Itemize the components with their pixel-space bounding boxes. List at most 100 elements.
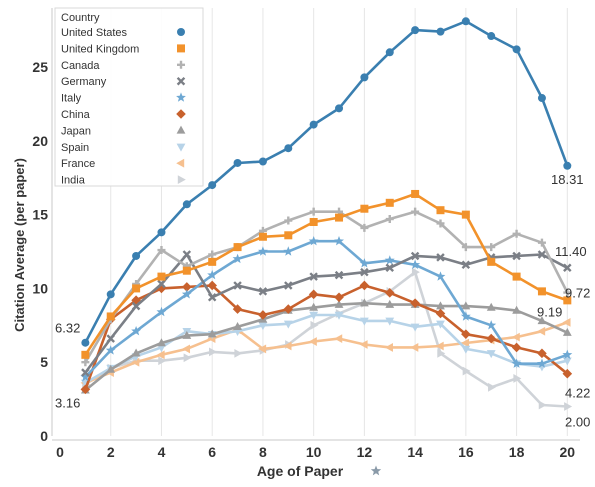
y-tick-label: 10 bbox=[32, 280, 48, 296]
series-line-spain bbox=[84, 313, 568, 385]
data-point-japan bbox=[461, 301, 471, 310]
data-label: 4.22 bbox=[565, 386, 590, 401]
data-point-spain bbox=[385, 317, 395, 326]
data-point-france bbox=[562, 317, 571, 327]
data-point-spain bbox=[461, 345, 471, 354]
data-point-united-kingdom bbox=[537, 287, 546, 296]
x-tick-label: 18 bbox=[509, 444, 525, 460]
x-tick-label: 8 bbox=[259, 444, 267, 460]
data-labels: 6.32 3.16 18.31 11.40 9.729.19 4.22 2.00 bbox=[55, 172, 590, 430]
data-point-china bbox=[207, 280, 217, 291]
data-point-japan bbox=[106, 364, 116, 373]
legend-item-united-states[interactable]: United States bbox=[61, 27, 185, 39]
data-point-italy bbox=[258, 246, 268, 256]
legend-label: Germany bbox=[61, 76, 107, 88]
axes: 0 2 4 6 8 10 12 14 16 18 20 0 5 10 15 20 25 Age of Paper C… bbox=[12, 8, 580, 479]
legend-marker bbox=[176, 109, 186, 119]
data-point-italy bbox=[181, 289, 192, 299]
data-point-united-states bbox=[335, 104, 344, 113]
series-italy bbox=[80, 236, 573, 382]
legend-item-spain[interactable]: Spain bbox=[61, 142, 186, 154]
data-point-united-kingdom bbox=[81, 350, 90, 359]
series-united-states bbox=[81, 17, 572, 347]
data-point-italy bbox=[460, 311, 471, 321]
data-point-japan bbox=[512, 305, 521, 314]
legend-item-france[interactable]: France bbox=[61, 158, 185, 170]
data-point-japan bbox=[182, 330, 192, 339]
data-point-india bbox=[234, 348, 243, 358]
legend-marker bbox=[177, 60, 185, 69]
data-point-united-states bbox=[436, 27, 445, 36]
data-point-united-states bbox=[461, 17, 470, 26]
legend-item-italy[interactable]: Italy bbox=[61, 92, 186, 105]
data-point-france bbox=[283, 341, 292, 351]
data-point-italy bbox=[410, 259, 421, 269]
data-point-germany bbox=[385, 263, 395, 273]
data-point-italy bbox=[105, 345, 116, 355]
data-point-spain bbox=[436, 320, 445, 329]
data-point-india bbox=[208, 347, 217, 357]
sort-icon[interactable] bbox=[370, 465, 382, 476]
data-point-germany bbox=[563, 263, 572, 273]
data-point-france bbox=[461, 338, 470, 348]
data-point-spain bbox=[562, 357, 572, 366]
data-point-india bbox=[462, 366, 471, 376]
data-point-united-states bbox=[132, 251, 141, 260]
series-united-kingdom bbox=[81, 189, 572, 359]
data-point-france bbox=[131, 357, 140, 367]
legend-item-china[interactable]: China bbox=[61, 109, 186, 121]
data-point-spain bbox=[157, 344, 166, 353]
data-point-india bbox=[183, 353, 192, 363]
data-point-united-kingdom bbox=[106, 312, 115, 321]
x-axis-title: Age of Paper bbox=[257, 463, 344, 479]
data-point-united-states bbox=[284, 144, 293, 153]
data-point-italy bbox=[207, 269, 218, 280]
legend[interactable]: Country United States United Kingdom Canada… bbox=[54, 7, 204, 187]
data-point-japan bbox=[385, 299, 395, 308]
data-point-japan bbox=[359, 298, 369, 307]
data-point-italy bbox=[156, 306, 167, 317]
legend-item-united-kingdom[interactable]: United Kingdom bbox=[61, 43, 185, 55]
data-point-germany bbox=[436, 253, 445, 262]
data-point-china bbox=[334, 292, 344, 303]
data-point-italy bbox=[486, 320, 497, 330]
data-point-canada bbox=[157, 246, 166, 255]
data-point-france bbox=[359, 340, 368, 349]
data-point-italy bbox=[131, 326, 141, 336]
data-point-canada bbox=[385, 215, 394, 224]
legend-item-germany[interactable]: Germany bbox=[61, 76, 186, 88]
legend-label: Canada bbox=[61, 60, 100, 72]
x-tick-label: 20 bbox=[560, 444, 576, 460]
legend-item-japan[interactable]: Japan bbox=[61, 125, 186, 137]
legend-item-canada[interactable]: Canada bbox=[61, 60, 185, 72]
data-point-india bbox=[488, 382, 497, 392]
legend-label: Spain bbox=[61, 142, 89, 154]
data-point-india bbox=[564, 402, 573, 411]
data-point-germany bbox=[182, 250, 192, 259]
legend-label: Japan bbox=[61, 125, 91, 137]
data-point-united-states bbox=[106, 290, 115, 299]
x-tick-label: 2 bbox=[107, 444, 115, 460]
series-line-india bbox=[84, 270, 568, 408]
legend-item-india[interactable]: India bbox=[61, 175, 186, 187]
data-point-italy bbox=[537, 358, 547, 368]
data-point-spain bbox=[309, 311, 319, 320]
data-point-united-kingdom bbox=[360, 204, 369, 213]
data-point-japan bbox=[486, 302, 496, 311]
data-point-india bbox=[437, 348, 446, 358]
data-label: 18.31 bbox=[551, 172, 584, 187]
data-point-united-states bbox=[537, 94, 546, 103]
series-line-japan bbox=[84, 301, 568, 392]
data-point-united-states bbox=[512, 45, 521, 54]
data-point-china bbox=[359, 280, 370, 291]
legend-marker bbox=[176, 125, 186, 134]
data-point-germany bbox=[258, 287, 268, 296]
data-point-united-kingdom bbox=[233, 243, 242, 252]
data-point-united-kingdom bbox=[385, 198, 394, 207]
series-line-germany bbox=[84, 253, 568, 374]
data-point-france bbox=[182, 344, 191, 354]
data-point-united-kingdom bbox=[335, 213, 344, 222]
data-point-france bbox=[537, 326, 546, 336]
data-point-italy bbox=[308, 236, 319, 246]
data-point-italy bbox=[359, 258, 370, 268]
